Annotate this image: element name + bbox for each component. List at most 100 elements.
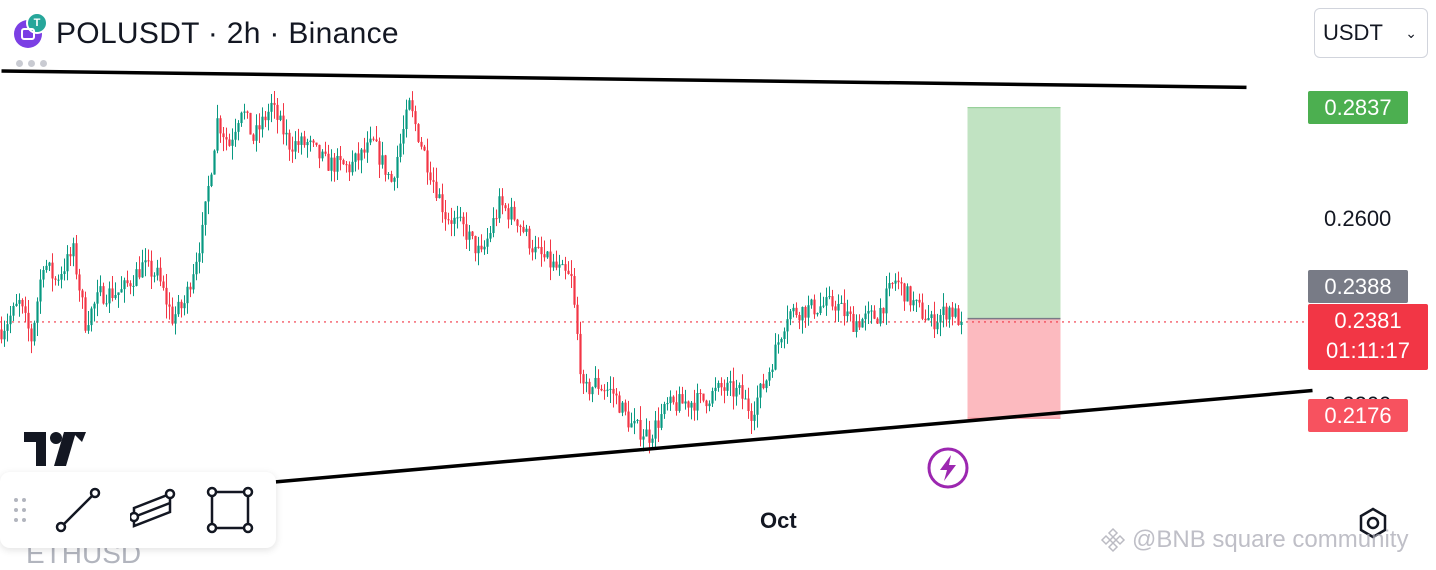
candle-body <box>780 338 783 343</box>
candle-body <box>159 267 162 282</box>
candle-body <box>528 228 531 249</box>
tradingview-logo-icon[interactable] <box>24 432 86 471</box>
candle-body <box>564 264 567 271</box>
candle-body <box>261 116 264 130</box>
candle-body <box>870 310 873 312</box>
candle-body <box>198 253 201 262</box>
candle-body <box>177 301 180 315</box>
more-dots-icon[interactable] <box>16 60 47 67</box>
candle-body <box>192 274 195 290</box>
candle-body <box>960 321 963 326</box>
candle-body <box>288 132 291 150</box>
take-profit-zone <box>967 107 1061 319</box>
candle-body <box>792 307 795 312</box>
drag-grip-icon[interactable] <box>0 496 40 524</box>
ascending-trend-line <box>271 388 1313 484</box>
watermark: @BNB square community <box>1100 526 1408 554</box>
symbol-header: T POLUSDT · 2h · Binance <box>14 12 399 56</box>
candle-body <box>924 318 927 321</box>
candle-body <box>264 116 267 121</box>
candle-body <box>735 387 738 397</box>
candle-body <box>306 142 309 146</box>
candle-body <box>234 131 237 140</box>
chevron-down-icon: ⌄ <box>1405 24 1417 41</box>
candle-body <box>834 306 837 311</box>
candle-body <box>627 411 630 428</box>
candle-body <box>99 286 102 293</box>
candle-body <box>906 286 909 302</box>
candle-body <box>105 303 108 305</box>
candle-body <box>81 290 84 298</box>
candle-body <box>330 157 333 171</box>
candle-body <box>87 325 90 331</box>
candle-body <box>222 133 225 138</box>
candle-body <box>726 382 729 391</box>
candle-body <box>315 142 318 145</box>
candle-body <box>831 296 834 307</box>
candle-body <box>594 377 597 388</box>
currency-select[interactable]: USDT ⌄ <box>1314 8 1428 58</box>
candle-body <box>3 330 6 340</box>
candle-body <box>858 321 861 328</box>
candle-body <box>531 248 534 253</box>
candle-body <box>615 393 618 396</box>
candle-body <box>777 342 780 345</box>
candle-body <box>201 224 204 254</box>
candle-body <box>117 292 120 296</box>
candle-body <box>42 270 45 280</box>
candle-body <box>948 307 951 320</box>
candle-body <box>747 398 750 412</box>
candle-body <box>600 388 603 391</box>
candle-body <box>294 141 297 152</box>
candle-body <box>621 402 624 413</box>
stop-loss-price-tag: 0.2176 <box>1308 399 1408 432</box>
candle-body <box>18 299 21 304</box>
parallel-channel-tool-button[interactable] <box>116 480 192 540</box>
candle-body <box>66 254 69 272</box>
candle-body <box>267 111 270 121</box>
x-tick-oct: Oct <box>760 508 797 533</box>
candle-body <box>441 194 444 213</box>
candle-body <box>729 381 732 383</box>
candle-body <box>402 129 405 144</box>
candle-body <box>303 136 306 146</box>
candle-body <box>186 286 189 304</box>
candle-body <box>579 333 582 375</box>
candle-body <box>681 394 684 404</box>
candle-body <box>78 274 81 291</box>
candle-body <box>684 401 687 404</box>
candle-body <box>546 251 549 258</box>
candle-body <box>912 300 915 306</box>
candle-body <box>603 390 606 392</box>
candle-body <box>477 245 480 254</box>
candle-body <box>483 246 486 250</box>
candle-body <box>69 254 72 257</box>
settings-hexagon-icon[interactable] <box>1356 506 1390 545</box>
candle-body <box>348 164 351 173</box>
candle-body <box>867 310 870 314</box>
candle-body <box>165 287 168 305</box>
candle-body <box>324 151 327 154</box>
candle-body <box>693 402 696 411</box>
last-price-value: 0.2381 <box>1334 308 1402 333</box>
trend-line-tool-button[interactable] <box>40 480 116 540</box>
candle-body <box>825 297 828 306</box>
candle-body <box>609 388 612 390</box>
lightning-icon[interactable] <box>926 446 970 495</box>
candle-body <box>270 102 273 112</box>
candle-body <box>660 414 663 428</box>
candle-body <box>522 226 525 232</box>
entry-price-tag: 0.2388 <box>1308 270 1408 303</box>
candle-body <box>555 261 558 268</box>
candle-body <box>921 302 924 319</box>
candle-body <box>795 307 798 316</box>
candle-body <box>936 322 939 330</box>
candle-body <box>39 279 42 302</box>
candle-body <box>459 216 462 218</box>
candle-body <box>501 196 504 206</box>
rectangle-tool-button[interactable] <box>192 480 268 540</box>
candle-body <box>651 438 654 443</box>
candle-body <box>570 273 573 277</box>
